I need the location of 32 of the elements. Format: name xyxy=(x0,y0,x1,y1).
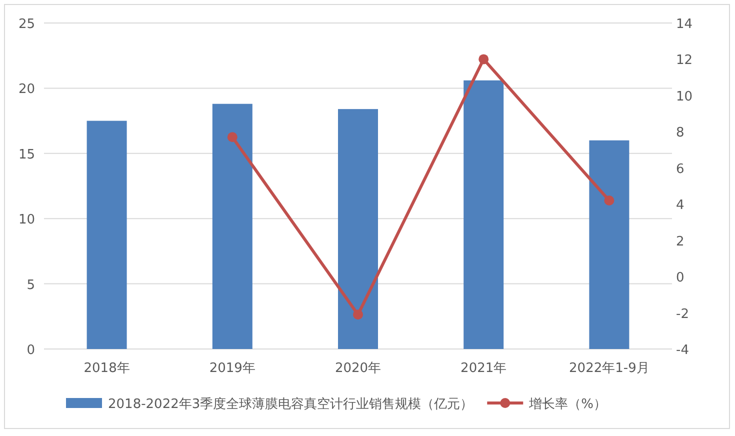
y-tick-label: 20 xyxy=(18,82,35,98)
point xyxy=(227,132,238,142)
x-tick-label: 2020年 xyxy=(334,361,382,376)
y2-tick-label: 12 xyxy=(676,53,693,68)
y-tick-label: 25 xyxy=(18,17,35,32)
legend-label: 增长率（%） xyxy=(528,396,606,412)
y2-tick-label: 0 xyxy=(676,270,684,286)
y2-tick-label: 10 xyxy=(676,89,693,104)
y-tick-label: 5 xyxy=(26,278,35,293)
point xyxy=(353,310,363,320)
x-tick-label: 2022年1-9月 xyxy=(569,361,650,376)
y2-tick-label: 4 xyxy=(676,198,684,214)
y2-tick-label: 2 xyxy=(676,234,684,250)
bar xyxy=(86,120,127,349)
y-tick-label: 0 xyxy=(26,343,35,358)
y2-tick-label: 8 xyxy=(676,126,684,141)
bar xyxy=(212,104,252,349)
y2-tick-label: 14 xyxy=(676,17,693,32)
y2-tick-label: 6 xyxy=(676,162,684,177)
bar xyxy=(338,109,378,349)
x-tick-label: 2019年 xyxy=(209,361,256,376)
point xyxy=(604,195,614,206)
y2-tick-label: -2 xyxy=(676,306,689,322)
y2-tick-label: -4 xyxy=(676,343,689,358)
legend-label: 2018-2022年3季度全球薄膜电容真空计行业销售规模（亿元） xyxy=(108,396,474,412)
y-tick-label: 15 xyxy=(18,147,35,162)
x-tick-label: 2018年 xyxy=(84,361,130,376)
x-tick-label: 2021年 xyxy=(460,361,507,376)
y-tick-label: 10 xyxy=(18,212,35,228)
point xyxy=(478,54,489,64)
bar xyxy=(464,80,504,349)
bar xyxy=(589,140,630,349)
